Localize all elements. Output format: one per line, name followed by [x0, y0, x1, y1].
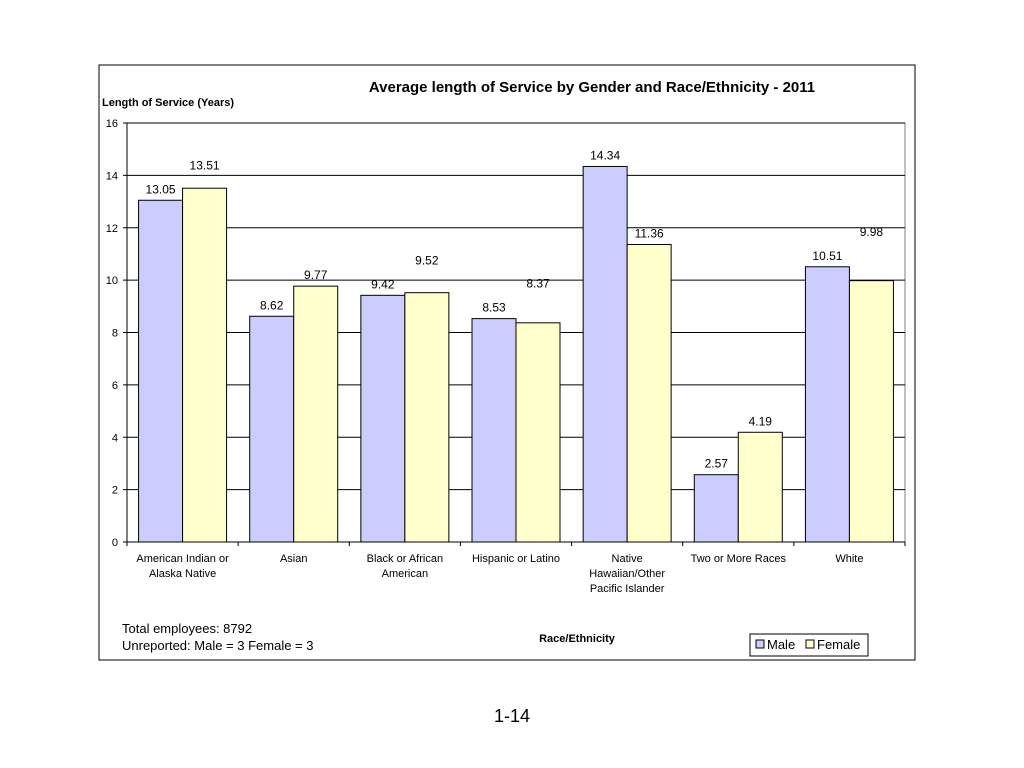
bars: [138, 165, 894, 543]
data-label-female: 4.19: [749, 414, 773, 428]
bar-female: [626, 244, 672, 543]
data-label-male: 8.53: [482, 301, 506, 315]
x-axis-categories: American Indian or Alaska Native Asian Blac…: [126, 542, 906, 595]
page-number: 1-14: [493, 706, 531, 726]
y-tick-label: 14: [106, 170, 118, 182]
y-tick-label: 12: [106, 223, 118, 235]
x-category-label: White: [835, 553, 863, 565]
data-label-male: 10.51: [812, 249, 842, 263]
data-label-male: 8.62: [260, 298, 284, 312]
data-label-female: 13.51: [190, 158, 220, 172]
data-labels: 13.05 13.51 8.62 9.77 9.42 9.52 8.53 8.37 14.34 1…: [146, 148, 884, 470]
x-axis-title: Race/Ethnicity: [539, 633, 616, 645]
bar-female: [515, 322, 561, 543]
total-employees-note: Total employees: 8792: [122, 621, 252, 636]
legend: Male Female: [749, 633, 869, 657]
data-label-male: 14.34: [590, 148, 620, 162]
data-label-female: 9.98: [860, 225, 884, 239]
x-category-label: Native Hawaiian/Other Pacific Islander: [589, 553, 665, 595]
x-category-label: Black or African American: [367, 553, 443, 580]
y-tick-label: 6: [112, 380, 118, 392]
legend-swatch-male: [755, 639, 765, 649]
bar-female: [848, 280, 894, 543]
x-category-label: American Indian or Alaska Native: [136, 553, 229, 580]
legend-label-male: Male: [767, 637, 795, 652]
bar-male: [249, 315, 295, 543]
data-label-female: 9.52: [415, 253, 439, 267]
y-tick-label: 16: [106, 118, 118, 130]
data-label-male: 13.05: [146, 182, 176, 196]
data-label-female: 11.36: [635, 227, 664, 241]
y-tick-label: 0: [112, 537, 118, 549]
x-category-label: Hispanic or Latino: [472, 553, 560, 565]
legend-swatch-female: [805, 639, 815, 649]
y-tick-label: 2: [112, 485, 118, 497]
bar-female: [182, 187, 228, 543]
chart-title: Average length of Service by Gender and …: [369, 79, 815, 96]
x-category-label: Asian: [280, 553, 308, 565]
bar-male: [804, 266, 850, 543]
y-tick-label: 8: [112, 328, 118, 340]
data-label-female: 8.37: [526, 277, 550, 291]
bar-male: [138, 199, 184, 543]
bar-male: [582, 165, 628, 543]
data-label-male: 2.57: [705, 457, 729, 471]
y-axis-title: Length of Service (Years): [102, 97, 234, 109]
bar-female: [293, 285, 339, 543]
bar-male: [471, 318, 517, 543]
bar-female: [404, 292, 450, 543]
y-tick-label: 4: [112, 432, 118, 444]
bar-male: [693, 474, 739, 543]
y-tick-label: 10: [106, 275, 118, 287]
data-label-male: 9.42: [371, 277, 395, 291]
bar-female: [737, 431, 783, 543]
bar-male: [360, 294, 406, 543]
data-label-female: 9.77: [304, 268, 328, 282]
unreported-note: Unreported: Male = 3 Female = 3: [122, 638, 314, 653]
legend-label-female: Female: [817, 637, 860, 652]
x-category-label: Two or More Races: [691, 553, 787, 565]
